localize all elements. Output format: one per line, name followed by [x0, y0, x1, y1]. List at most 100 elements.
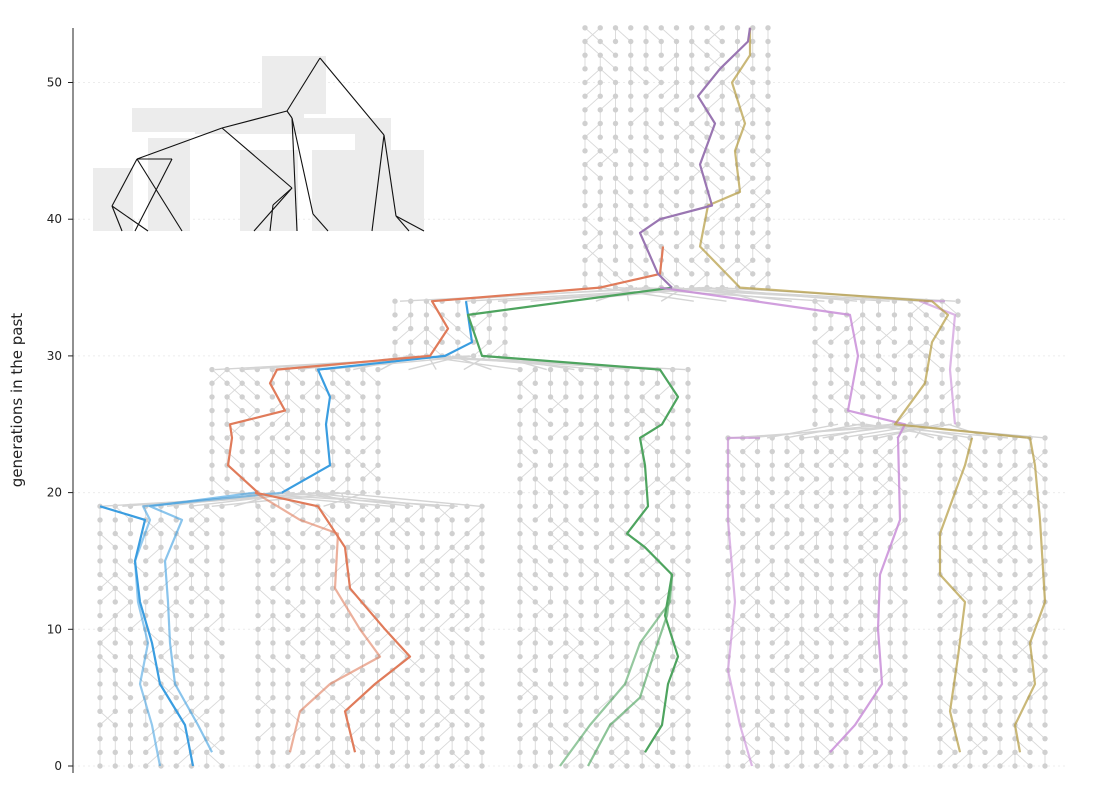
- individual: [872, 558, 879, 564]
- parent-link: [875, 492, 891, 507]
- individual: [532, 366, 538, 373]
- parent-link: [954, 505, 971, 521]
- individual: [392, 298, 398, 304]
- individual: [1027, 612, 1033, 619]
- parent-link: [451, 628, 468, 644]
- individual: [765, 66, 771, 72]
- individual: [740, 489, 746, 496]
- parent-link: [287, 369, 303, 384]
- individual: [875, 366, 882, 373]
- individual: [204, 544, 210, 550]
- parent-link: [641, 669, 658, 685]
- individual: [813, 517, 820, 523]
- individual: [754, 667, 761, 674]
- individual: [315, 763, 321, 769]
- parent-link: [860, 546, 876, 562]
- individual: [578, 681, 584, 687]
- individual: [887, 530, 893, 537]
- parent-link: [451, 533, 468, 548]
- parent-link: [1014, 628, 1031, 644]
- individual: [750, 271, 756, 277]
- parent-link: [145, 683, 162, 698]
- parent-link: [362, 369, 379, 384]
- individual: [344, 503, 351, 509]
- individual: [643, 257, 649, 263]
- individual: [643, 175, 649, 181]
- individual: [1012, 530, 1018, 537]
- individual: [224, 489, 230, 496]
- individual: [891, 312, 898, 318]
- parent-link: [519, 587, 536, 603]
- individual: [955, 407, 961, 414]
- individual: [608, 503, 615, 509]
- individual: [952, 476, 958, 482]
- individual: [188, 681, 195, 687]
- individual: [612, 257, 619, 263]
- individual: [314, 448, 321, 455]
- individual: [143, 667, 149, 674]
- individual: [434, 558, 440, 564]
- individual: [158, 694, 164, 701]
- individual: [593, 626, 600, 632]
- individual: [907, 394, 914, 400]
- parent-link: [830, 328, 848, 343]
- individual: [464, 530, 470, 537]
- parent-link: [347, 451, 364, 466]
- individual: [127, 681, 134, 687]
- individual: [547, 421, 554, 427]
- individual: [464, 558, 470, 564]
- individual: [219, 708, 225, 715]
- individual: [608, 667, 615, 674]
- parent-link: [377, 683, 393, 698]
- individual: [563, 503, 569, 509]
- individual: [967, 667, 973, 674]
- individual: [300, 558, 306, 564]
- individual: [479, 694, 485, 701]
- individual: [375, 380, 381, 386]
- individual: [404, 612, 411, 619]
- individual: [639, 653, 645, 660]
- parent-link: [786, 451, 803, 466]
- lineage-path: [148, 491, 256, 753]
- parent-link: [786, 505, 803, 521]
- gene-tree-edge: [136, 158, 183, 232]
- individual: [479, 544, 485, 550]
- individual: [765, 79, 771, 86]
- individual: [799, 749, 805, 756]
- individual: [689, 120, 695, 127]
- individual: [704, 161, 710, 168]
- parent-link: [742, 533, 758, 548]
- individual: [673, 202, 680, 209]
- parent-link: [421, 601, 438, 616]
- individual: [624, 489, 630, 496]
- parent-link: [657, 738, 674, 753]
- individual: [315, 599, 321, 605]
- individual: [532, 530, 538, 537]
- individual: [404, 558, 411, 564]
- individual: [464, 640, 470, 646]
- individual: [1012, 489, 1018, 496]
- individual: [813, 763, 820, 769]
- individual: [937, 626, 943, 632]
- individual: [597, 175, 603, 181]
- individual: [750, 52, 756, 58]
- individual: [628, 189, 634, 195]
- individual: [112, 763, 118, 769]
- parent-link: [875, 751, 891, 767]
- individual: [404, 681, 411, 687]
- individual: [255, 599, 261, 605]
- individual: [725, 749, 731, 756]
- parent-link: [302, 615, 319, 630]
- individual: [597, 189, 603, 195]
- individual: [582, 107, 588, 113]
- individual: [597, 52, 603, 58]
- parent-link: [145, 546, 162, 562]
- individual: [532, 421, 538, 427]
- individual: [269, 476, 276, 482]
- individual: [750, 93, 756, 99]
- individual: [654, 407, 661, 414]
- individual: [754, 599, 761, 605]
- individual: [812, 312, 818, 318]
- individual: [670, 599, 676, 605]
